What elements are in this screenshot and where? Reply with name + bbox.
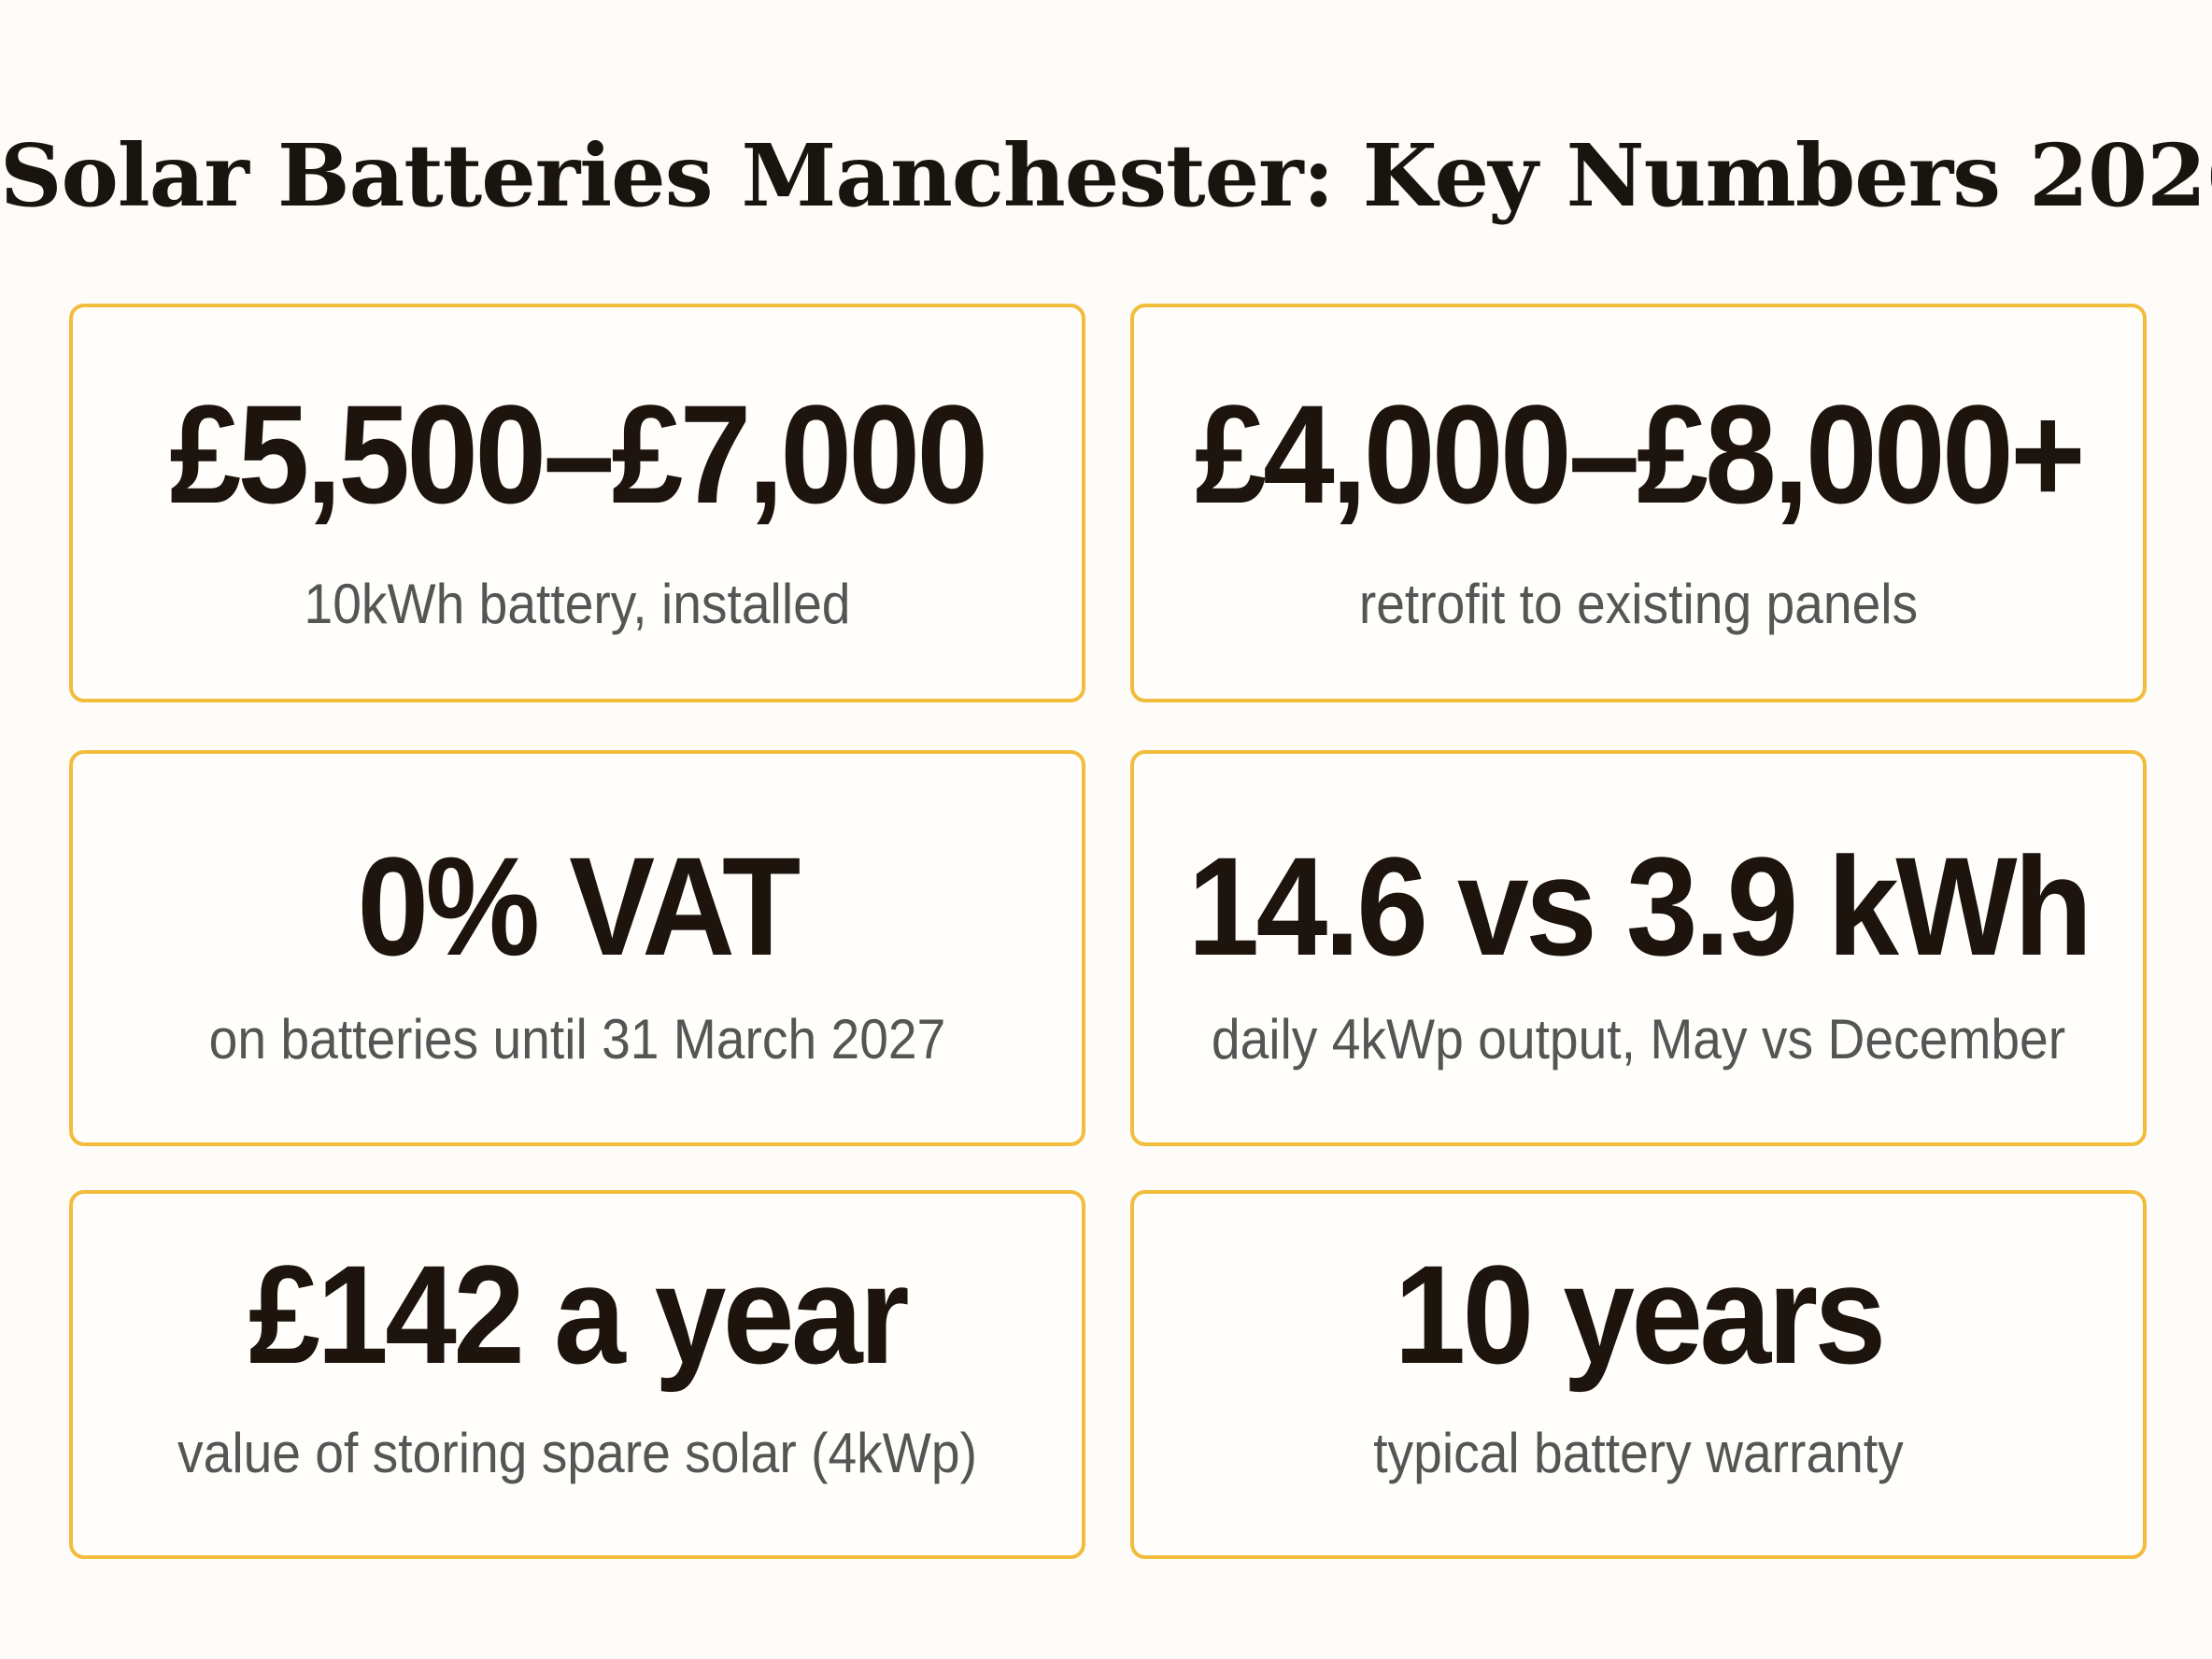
stat-card-annual-value: £142 a year value of storing spare solar… xyxy=(69,1190,1085,1559)
stat-value: £4,000–£8,000+ xyxy=(1194,376,2086,532)
stat-value: 10 years xyxy=(1394,1236,1886,1393)
stat-label: daily 4kWp output, May vs December xyxy=(1211,1008,2066,1071)
stat-label: 10kWh battery, installed xyxy=(304,573,851,635)
stat-value: £142 a year xyxy=(248,1236,910,1393)
stat-value: £5,500–£7,000 xyxy=(169,376,988,532)
stat-card-battery-cost: £5,500–£7,000 10kWh battery, installed xyxy=(69,304,1085,702)
stat-card-daily-output: 14.6 vs 3.9 kWh daily 4kWp output, May v… xyxy=(1130,750,2147,1146)
stat-value: 14.6 vs 3.9 kWh xyxy=(1187,828,2092,985)
stat-label: retrofit to existing panels xyxy=(1358,573,1919,635)
stat-label: on batteries until 31 March 2027 xyxy=(208,1008,946,1071)
stat-label: typical battery warranty xyxy=(1373,1422,1904,1484)
stat-label: value of storing spare solar (4kWp) xyxy=(177,1422,977,1484)
page-title: Solar Batteries Manchester: Key Numbers … xyxy=(0,125,2212,226)
stat-card-retrofit-cost: £4,000–£8,000+ retrofit to existing pane… xyxy=(1130,304,2147,702)
stat-card-vat: 0% VAT on batteries until 31 March 2027 xyxy=(69,750,1085,1146)
stat-card-warranty: 10 years typical battery warranty xyxy=(1130,1190,2147,1559)
stat-value: 0% VAT xyxy=(357,828,801,985)
